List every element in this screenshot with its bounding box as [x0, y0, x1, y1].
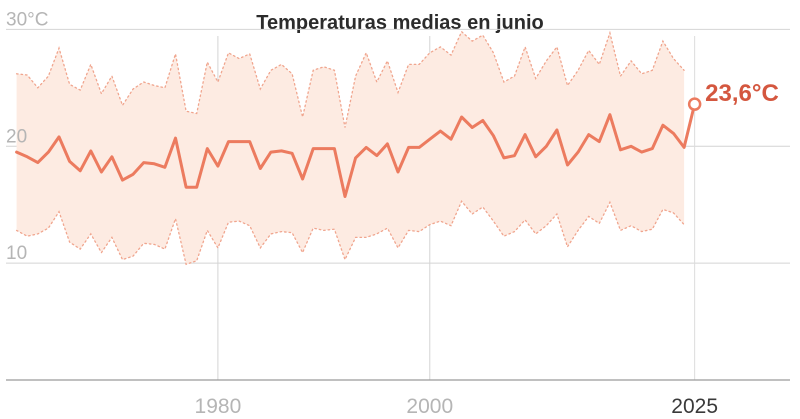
highlight-value-label: 23,6°C [705, 80, 779, 107]
mean-temperature-line [15, 102, 697, 198]
highlight-point-2025 [687, 97, 702, 111]
min-line [15, 199, 685, 266]
y-tick-label: 20 [6, 126, 27, 147]
min-max-band [16, 31, 685, 265]
x-tick-label: 2000 [406, 395, 453, 418]
max-line [15, 30, 685, 128]
y-tick-label: 10 [6, 243, 27, 264]
chart-title: Temperaturas medias en junio [256, 12, 544, 34]
y-tick-label: 30°C [6, 9, 48, 30]
x-tick-label: 1980 [195, 395, 242, 418]
x-tick-label: 2025 [671, 395, 718, 418]
